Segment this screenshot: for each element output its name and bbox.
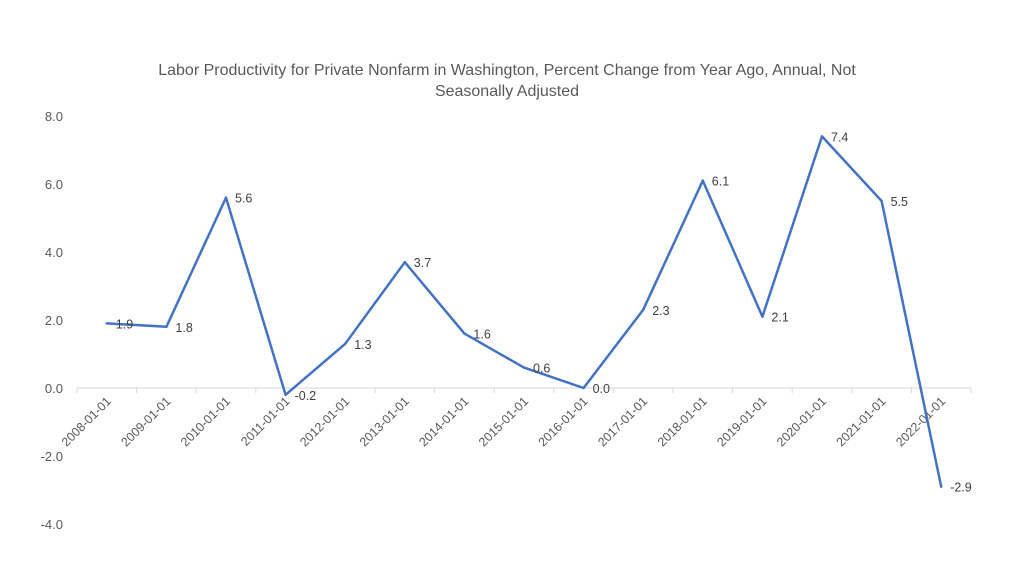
- x-tick-label: 2010-01-01: [178, 394, 233, 449]
- data-label: 1.3: [354, 338, 371, 352]
- x-axis: 2008-01-01 2009-01-01 2010-01-01 2011-01-01…: [59, 387, 972, 449]
- chart-title-line-2: Seasonally Adjusted: [435, 83, 579, 100]
- data-label: 5.5: [891, 195, 908, 209]
- series-line: [105, 135, 943, 488]
- y-tick-label: 4.0: [45, 245, 63, 260]
- data-point: [105, 322, 109, 325]
- data-point: [880, 199, 883, 203]
- y-tick-label: 6.0: [45, 177, 63, 192]
- x-tick-label: 2013-01-01: [357, 394, 412, 449]
- chart-title-line-1: Labor Productivity for Private Nonfarm i…: [158, 62, 856, 79]
- data-point: [344, 342, 347, 345]
- data-point: [403, 261, 406, 264]
- data-labels: 1.9 1.8 5.6 -0.2 1.3 3.7 1.6 0.6 0.0 2.3 6.1 2.1 7.4…: [116, 130, 972, 494]
- x-tick-label: 2011-01-01: [238, 394, 292, 448]
- data-point: [224, 196, 228, 199]
- data-point: [582, 386, 585, 390]
- data-label: 0.6: [533, 362, 550, 376]
- data-point: [284, 393, 287, 396]
- y-tick-label: 0.0: [45, 381, 63, 396]
- x-tick-label: 2014-01-01: [416, 394, 471, 449]
- x-tick-label: 2018-01-01: [655, 394, 710, 449]
- data-point: [761, 315, 764, 318]
- x-tick-label: 2020-01-01: [774, 394, 829, 449]
- data-label: 3.7: [414, 256, 431, 270]
- data-point: [940, 485, 943, 488]
- data-label: -2.9: [950, 481, 972, 495]
- y-tick-label: 8.0: [45, 109, 63, 124]
- x-tick-label: 2022-01-01: [893, 394, 948, 449]
- x-tick-label: 2017-01-01: [595, 394, 650, 449]
- data-point: [642, 308, 645, 311]
- data-point: [701, 179, 704, 182]
- data-point: [165, 325, 168, 328]
- data-label: 1.8: [175, 321, 192, 335]
- x-tick-label: 2016-01-01: [536, 394, 591, 449]
- data-label: 1.9: [116, 317, 133, 331]
- y-tick-label: -4.0: [41, 517, 63, 532]
- data-label: 7.4: [831, 130, 848, 144]
- data-label: 2.3: [652, 304, 669, 318]
- series-group: [105, 135, 943, 488]
- data-label: 5.6: [235, 192, 252, 206]
- x-tick-label: 2021-01-01: [834, 394, 889, 449]
- data-label: 1.6: [473, 328, 490, 342]
- y-tick-label: -2.0: [41, 449, 63, 464]
- data-label: 2.1: [771, 311, 788, 325]
- data-point: [820, 135, 824, 138]
- data-point: [522, 366, 526, 369]
- data-label: -0.2: [295, 389, 317, 403]
- data-point: [463, 332, 466, 335]
- y-tick-label: 2.0: [45, 313, 63, 328]
- y-axis-ticks: -4.0 -2.0 0.0 2.0 4.0 6.0 8.0: [41, 109, 63, 532]
- data-label: 6.1: [712, 175, 729, 189]
- x-tick-label: 2015-01-01: [476, 394, 531, 449]
- x-tick-label: 2019-01-01: [714, 394, 769, 449]
- x-tick-label: 2009-01-01: [118, 394, 173, 449]
- data-label: 0.0: [593, 382, 610, 396]
- x-tick-label: 2008-01-01: [59, 394, 114, 449]
